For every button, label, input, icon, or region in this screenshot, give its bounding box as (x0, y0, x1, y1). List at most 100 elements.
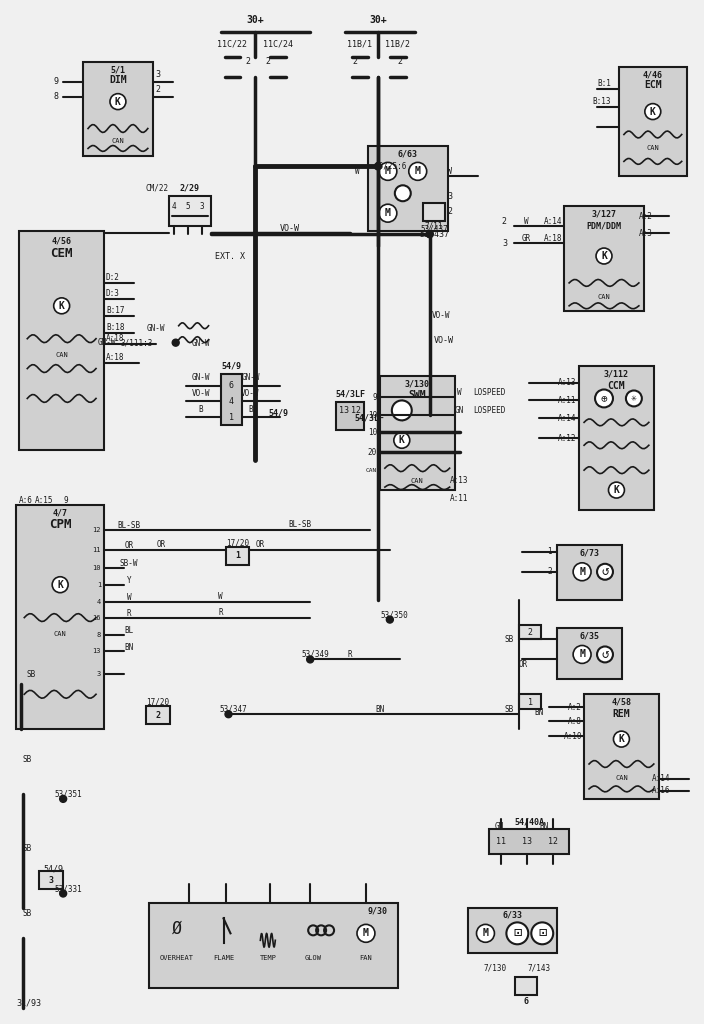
Text: 9: 9 (64, 496, 68, 505)
FancyBboxPatch shape (146, 707, 170, 724)
Text: 6: 6 (524, 996, 529, 1006)
Circle shape (573, 563, 591, 581)
Text: W: W (218, 592, 223, 601)
Text: SB: SB (23, 755, 32, 764)
Text: A:14: A:14 (543, 217, 562, 225)
Text: D:3: D:3 (106, 290, 120, 298)
Text: BL-SB: BL-SB (289, 520, 312, 529)
Text: 3: 3 (502, 239, 507, 248)
Circle shape (426, 230, 433, 238)
Text: CAN: CAN (56, 351, 68, 357)
Text: A:14: A:14 (558, 414, 576, 423)
Text: 54/3LF: 54/3LF (355, 414, 385, 423)
Text: 17/20: 17/20 (146, 697, 170, 707)
FancyBboxPatch shape (39, 870, 63, 889)
Text: A:13: A:13 (451, 475, 469, 484)
FancyBboxPatch shape (169, 197, 210, 226)
Text: M: M (482, 929, 489, 938)
Text: Y: Y (127, 577, 131, 586)
Text: K: K (613, 485, 620, 495)
Text: 7/130: 7/130 (484, 964, 507, 973)
Text: W: W (458, 388, 462, 397)
Text: REM: REM (612, 710, 630, 719)
FancyBboxPatch shape (520, 694, 541, 710)
Text: 9: 9 (372, 393, 377, 402)
Text: 12: 12 (92, 527, 101, 532)
Text: CAN: CAN (365, 468, 377, 473)
Circle shape (597, 564, 613, 580)
Text: GN-W: GN-W (146, 325, 165, 333)
Text: M: M (363, 929, 369, 938)
Text: 2: 2 (246, 57, 251, 67)
FancyBboxPatch shape (336, 402, 364, 430)
Circle shape (626, 390, 642, 407)
Text: A:2: A:2 (639, 212, 653, 220)
Text: R: R (348, 650, 352, 658)
Text: 4/58: 4/58 (612, 697, 631, 707)
Text: CAN: CAN (615, 775, 628, 781)
FancyBboxPatch shape (489, 828, 569, 854)
FancyBboxPatch shape (557, 628, 622, 679)
Text: 9/30: 9/30 (368, 907, 388, 915)
Text: B:18: B:18 (106, 324, 125, 332)
Text: 11B/1: 11B/1 (348, 39, 372, 48)
FancyBboxPatch shape (16, 505, 104, 729)
Text: OR: OR (125, 542, 134, 550)
Circle shape (392, 400, 412, 421)
Circle shape (506, 923, 528, 944)
Text: A:18: A:18 (106, 334, 125, 343)
Text: K: K (601, 251, 607, 261)
Text: ↺: ↺ (601, 648, 609, 660)
Text: 6/35: 6/35 (579, 631, 600, 640)
Text: BN: BN (125, 643, 134, 652)
FancyBboxPatch shape (380, 376, 455, 490)
Circle shape (60, 890, 67, 897)
Circle shape (172, 339, 180, 346)
Text: M: M (385, 166, 391, 176)
Text: OR: OR (256, 541, 265, 549)
FancyBboxPatch shape (368, 146, 448, 231)
Text: R: R (127, 609, 131, 618)
FancyBboxPatch shape (83, 61, 153, 157)
Text: B: B (248, 404, 253, 414)
Text: VO-W: VO-W (432, 311, 450, 321)
Text: BL: BL (125, 626, 134, 635)
Text: 15/25:6: 15/25:6 (374, 162, 406, 171)
FancyBboxPatch shape (557, 545, 622, 600)
Text: 13: 13 (339, 406, 349, 415)
Text: SB: SB (23, 909, 32, 918)
Text: K: K (115, 96, 121, 106)
Text: K: K (58, 301, 65, 311)
Circle shape (573, 645, 591, 664)
Text: CEM: CEM (51, 247, 73, 259)
Text: 12: 12 (548, 838, 558, 846)
Text: ↺: ↺ (601, 565, 609, 579)
Text: 20: 20 (367, 447, 377, 457)
Text: 3/112: 3/112 (604, 369, 629, 378)
Circle shape (613, 731, 629, 748)
Text: 54/40A: 54/40A (515, 817, 544, 826)
Text: 30+: 30+ (369, 15, 386, 25)
Text: CAN: CAN (54, 631, 67, 637)
Text: K: K (619, 734, 624, 744)
Text: 8: 8 (96, 632, 101, 638)
Text: BL-SB: BL-SB (118, 521, 140, 530)
Text: B: B (199, 404, 203, 414)
Text: K: K (650, 106, 655, 117)
Text: PDM/DDM: PDM/DDM (586, 221, 622, 230)
Circle shape (386, 616, 394, 623)
Text: K: K (399, 435, 405, 445)
Text: 1: 1 (235, 551, 240, 560)
Text: 4/56: 4/56 (51, 237, 72, 246)
Text: K: K (57, 580, 63, 590)
Text: M: M (385, 208, 391, 218)
Circle shape (477, 925, 494, 942)
Text: GLOW: GLOW (305, 955, 322, 962)
Text: GN: GN (455, 406, 464, 415)
Text: 4/7: 4/7 (53, 509, 68, 517)
Text: 5: 5 (185, 202, 190, 211)
Text: SB-W: SB-W (120, 559, 138, 568)
Text: 3: 3 (199, 202, 204, 211)
Circle shape (597, 646, 613, 663)
FancyBboxPatch shape (515, 977, 537, 995)
